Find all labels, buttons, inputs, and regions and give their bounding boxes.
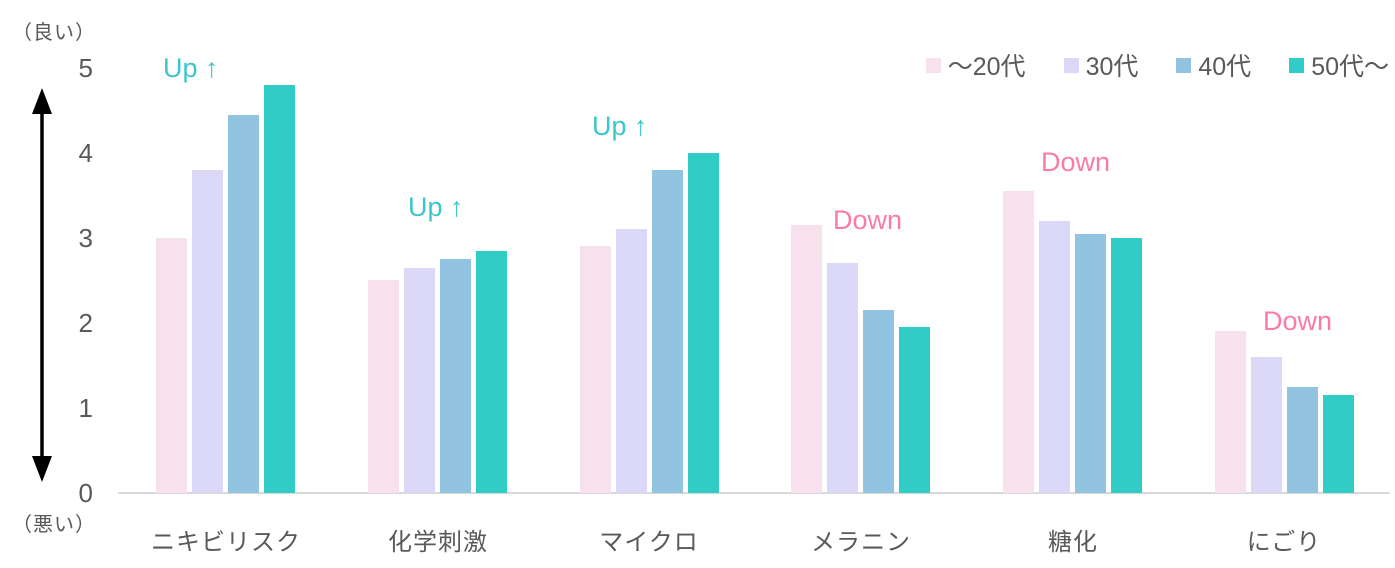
legend-item: ～20代 bbox=[925, 47, 1026, 83]
x-axis-line bbox=[118, 492, 1390, 494]
y-axis-tick-label: 5 bbox=[78, 53, 93, 83]
bar bbox=[1251, 357, 1282, 493]
bar bbox=[1111, 238, 1142, 493]
x-axis-category-label: ニキビリスク bbox=[151, 529, 301, 556]
y-axis-min-label: （悪い） bbox=[12, 514, 96, 536]
bar bbox=[580, 246, 611, 493]
bar bbox=[1003, 191, 1034, 493]
bar bbox=[156, 238, 187, 493]
legend-label: 30代 bbox=[1085, 53, 1139, 81]
bar bbox=[652, 170, 683, 493]
x-axis-category-label: メラニン bbox=[811, 529, 911, 556]
y-axis-max-label: （良い） bbox=[12, 22, 96, 44]
y-axis-tick-label: 2 bbox=[78, 308, 93, 338]
bar bbox=[1075, 234, 1106, 493]
y-axis-tick-label: 4 bbox=[78, 138, 93, 168]
legend-item: 30代 bbox=[1063, 47, 1139, 83]
y-axis-tick-label: 0 bbox=[78, 478, 93, 508]
bar bbox=[688, 153, 719, 493]
bar bbox=[228, 115, 259, 493]
x-axis-category-label: にごり bbox=[1246, 529, 1322, 556]
clipped-text-fragment: 、 ク bbox=[614, 561, 724, 568]
bar bbox=[1215, 331, 1246, 493]
legend-label: 40代 bbox=[1198, 53, 1252, 81]
bar bbox=[1323, 395, 1354, 493]
bar bbox=[476, 251, 507, 493]
bar bbox=[827, 263, 858, 493]
bar bbox=[368, 280, 399, 493]
legend-swatch-icon bbox=[1176, 57, 1192, 73]
legend: ～20代 30代 40代 50代～ bbox=[925, 47, 1389, 83]
trend-annotation-up: Up ↑ bbox=[408, 192, 464, 222]
bar bbox=[899, 327, 930, 493]
x-axis-category-label: 化学刺激 bbox=[388, 529, 488, 556]
legend-swatch-icon bbox=[1063, 57, 1079, 73]
y-axis-tick-label: 3 bbox=[78, 223, 93, 253]
bar bbox=[863, 310, 894, 493]
bar bbox=[1287, 387, 1318, 493]
legend-label: ～20代 bbox=[947, 53, 1026, 81]
y-axis-tick-label: 1 bbox=[78, 393, 93, 423]
x-axis-category-label: マイクロ bbox=[599, 529, 699, 556]
legend-swatch-icon bbox=[925, 57, 941, 73]
bar bbox=[1039, 221, 1070, 493]
trend-annotation-down: Down bbox=[1041, 147, 1111, 177]
bar bbox=[264, 85, 295, 493]
trend-annotation-down: Down bbox=[1263, 306, 1333, 336]
legend-label: 50代～ bbox=[1311, 53, 1389, 81]
bar bbox=[440, 259, 471, 493]
legend-swatch-icon bbox=[1289, 57, 1305, 73]
x-axis-category-label: 糖化 bbox=[1048, 529, 1098, 556]
trend-annotation-up: Up ↑ bbox=[163, 53, 219, 83]
bar bbox=[616, 229, 647, 493]
bar bbox=[404, 268, 435, 493]
bar bbox=[192, 170, 223, 493]
trend-annotation-up: Up ↑ bbox=[592, 111, 648, 141]
trend-annotation-down: Down bbox=[833, 205, 903, 235]
legend-item: 40代 bbox=[1176, 47, 1251, 83]
bar bbox=[791, 225, 822, 493]
legend-item: 50代～ bbox=[1289, 47, 1389, 83]
updown-arrow-icon bbox=[32, 88, 52, 482]
